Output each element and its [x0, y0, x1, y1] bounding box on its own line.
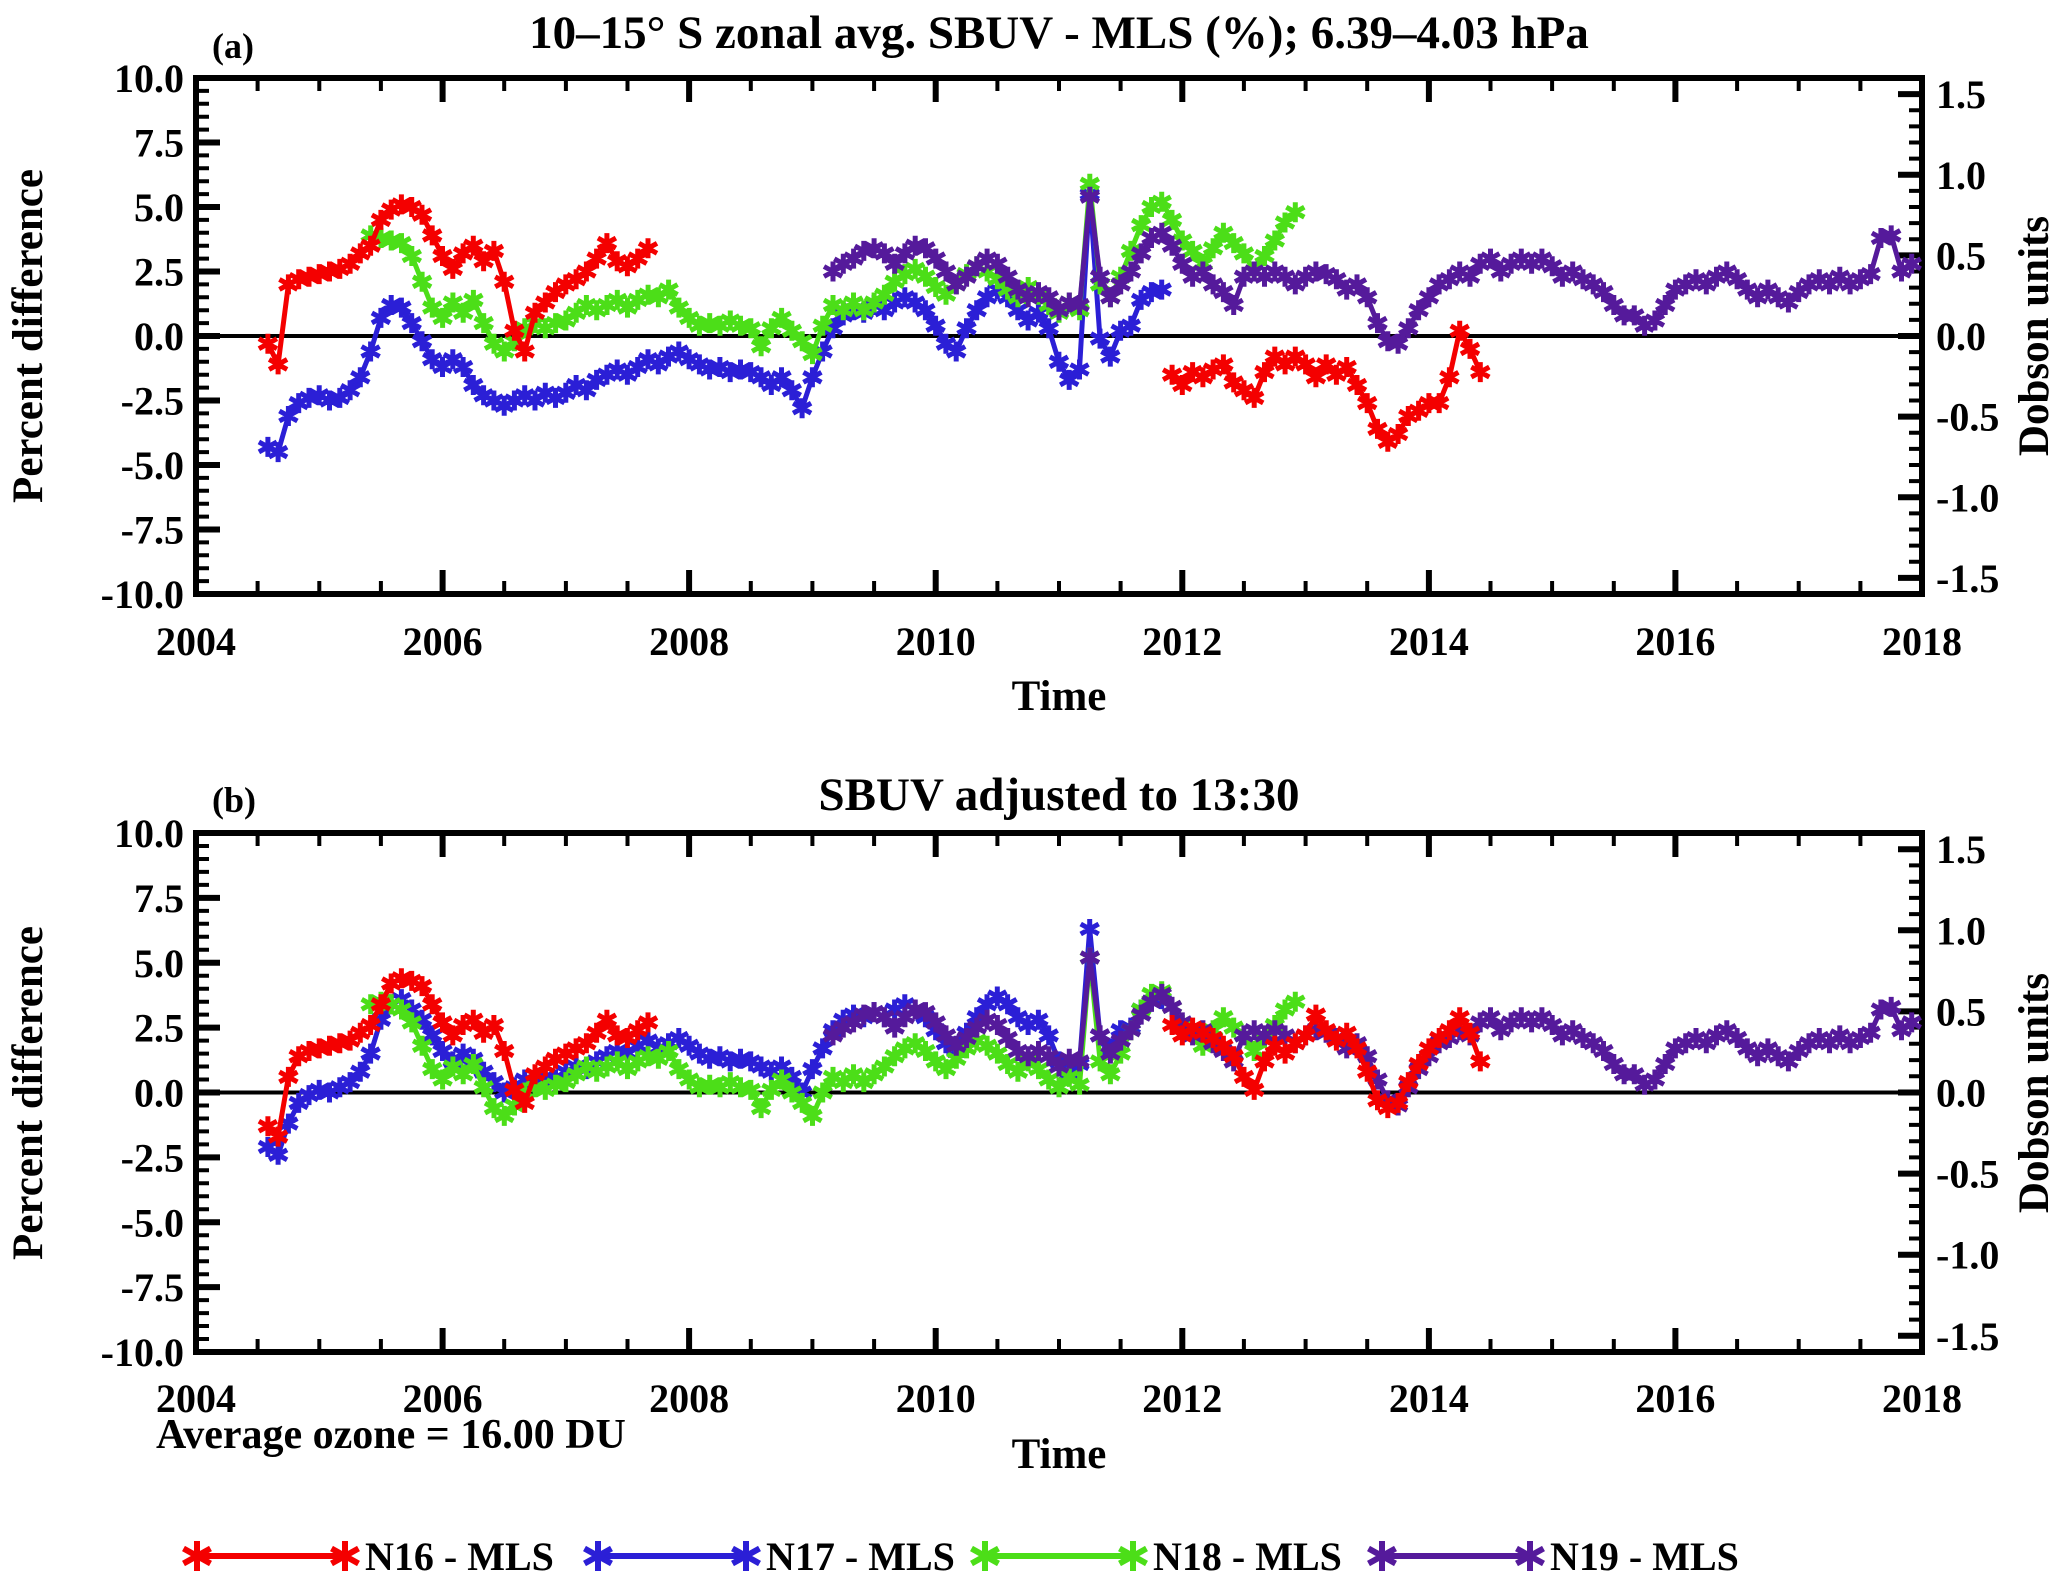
x-tick-label: 2018 [1882, 619, 1962, 664]
series-markers [257, 919, 1172, 1165]
panel-b-xlabel: Time [1012, 1431, 1107, 1478]
y-right-tick-label: 0.0 [1936, 1071, 1986, 1116]
x-tick-label: 2008 [649, 619, 729, 664]
x-tick-label: 2012 [1142, 619, 1222, 664]
y-left-tick-label: 2.5 [134, 250, 184, 295]
x-tick-label: 2018 [1882, 1376, 1962, 1421]
series-n19-mls [822, 186, 1922, 354]
minor-ticks [196, 76, 1922, 596]
series-markers [257, 968, 659, 1147]
y-right-tick-label: 1.0 [1936, 153, 1986, 198]
x-tick-label: 2014 [1389, 619, 1469, 664]
panel-b-title: SBUV adjusted to 13:30 [819, 769, 1300, 821]
panel-b-ylabel-right: Dobson units [2011, 973, 2058, 1213]
y-left-tick-label: 0.0 [134, 1071, 184, 1116]
legend-asterisk-marker [583, 1541, 761, 1571]
legend: N16 - MLS N17 - MLS N18 - MLS N19 - MLS [182, 1534, 1739, 1579]
legend-label: N16 - MLS [365, 1534, 554, 1579]
series-n16-mls [257, 194, 1491, 452]
y-right-tick-label: -0.5 [1936, 1152, 1999, 1197]
x-tick-label: 2006 [403, 619, 483, 664]
series-markers [822, 186, 1922, 354]
y-left-tick-label: -10.0 [101, 572, 184, 617]
y-left-tick-label: 10.0 [114, 811, 184, 856]
x-tick-label: 2014 [1389, 1376, 1469, 1421]
series-n18-mls [360, 173, 1306, 365]
panel-a-plot: 2004 2006 2008 2010 2012 2014 2016 2018 10.0 7.5 5… [101, 56, 2000, 664]
series-markers [1161, 320, 1491, 452]
x-tick-label: 2008 [649, 1376, 729, 1421]
panel-b-plot: 2004 2006 2008 2010 2012 2014 2016 2018 10.0 7.5 5… [101, 811, 2000, 1421]
panel-a-title: 10–15° S zonal avg. SBUV - MLS (%); 6.39… [529, 7, 1589, 59]
legend-asterisk-marker [970, 1541, 1148, 1571]
y-left-tick-label: 10.0 [114, 56, 184, 101]
y-right-tick-label: 0.5 [1936, 989, 1986, 1034]
y-left-tick-label: -2.5 [121, 1135, 184, 1180]
y-right-tick-label: -1.0 [1936, 475, 1999, 520]
x-tick-label: 2016 [1635, 1376, 1715, 1421]
legend-asterisk-marker [182, 1541, 360, 1571]
y-right-tick-label: 1.5 [1936, 72, 1986, 117]
panel-a-xlabel: Time [1012, 673, 1107, 720]
legend-label: N17 - MLS [766, 1534, 955, 1579]
series-n17-mls [257, 919, 1172, 1165]
panel-b-ylabel-left: Percent difference [5, 926, 52, 1260]
x-tick-label: 2004 [156, 1376, 236, 1421]
series-line [265, 201, 650, 367]
x-tick-label: 2006 [403, 1376, 483, 1421]
y-left-tick-label: 2.5 [134, 1006, 184, 1051]
y-right-tick-label: 1.5 [1936, 827, 1986, 872]
panel-a-ylabel-right: Dobson units [2011, 216, 2058, 456]
y-right-tick-label: -1.5 [1936, 556, 1999, 601]
x-tick-label: 2010 [896, 619, 976, 664]
y-left-tick-label: 5.0 [134, 941, 184, 986]
legend-asterisk-marker [1367, 1541, 1545, 1571]
panel-b-tag: (b) [212, 780, 256, 820]
y-left-tick-label: -10.0 [101, 1330, 184, 1375]
panel-a-ylabel-left: Percent difference [5, 169, 52, 503]
legend-label: N18 - MLS [1153, 1534, 1342, 1579]
legend-label: N19 - MLS [1550, 1534, 1739, 1579]
y-left-tick-label: -7.5 [121, 1265, 184, 1310]
y-right-tick-label: -1.0 [1936, 1233, 1999, 1278]
x-tick-label: 2010 [896, 1376, 976, 1421]
legend-item-n18: N18 - MLS [970, 1534, 1342, 1579]
series-line [266, 926, 1163, 1158]
y-right-tick-label: 0.0 [1936, 314, 1986, 359]
y-left-tick-label: -5.0 [121, 1200, 184, 1245]
panel-a-tag: (a) [212, 26, 254, 66]
y-right-tick-label: -0.5 [1936, 395, 1999, 440]
x-tick-label: 2004 [156, 619, 236, 664]
series-n16-mls [257, 968, 1491, 1147]
series-line [1170, 328, 1483, 445]
minor-ticks [196, 831, 1922, 1354]
legend-item-n19: N19 - MLS [1367, 1534, 1739, 1579]
y-right-tick-label: -1.5 [1936, 1314, 1999, 1359]
series-markers [257, 194, 659, 375]
legend-item-n17: N17 - MLS [583, 1534, 955, 1579]
legend-item-n16: N16 - MLS [182, 1534, 554, 1579]
series-markers [1161, 1004, 1491, 1119]
y-left-tick-label: -7.5 [121, 508, 184, 553]
y-left-tick-label: 5.0 [134, 185, 184, 230]
average-ozone-label: Average ozone = 16.00 DU [156, 1412, 626, 1458]
y-left-tick-label: 0.0 [134, 314, 184, 359]
x-tick-label: 2012 [1142, 1376, 1222, 1421]
y-right-tick-label: 0.5 [1936, 233, 1986, 278]
y-left-tick-label: -2.5 [121, 379, 184, 424]
x-tick-label: 2016 [1635, 619, 1715, 664]
series-markers [360, 173, 1306, 365]
y-left-tick-label: -5.0 [121, 443, 184, 488]
y-left-tick-label: 7.5 [134, 876, 184, 921]
y-right-tick-label: 1.0 [1936, 908, 1986, 953]
y-left-tick-label: 7.5 [134, 121, 184, 166]
